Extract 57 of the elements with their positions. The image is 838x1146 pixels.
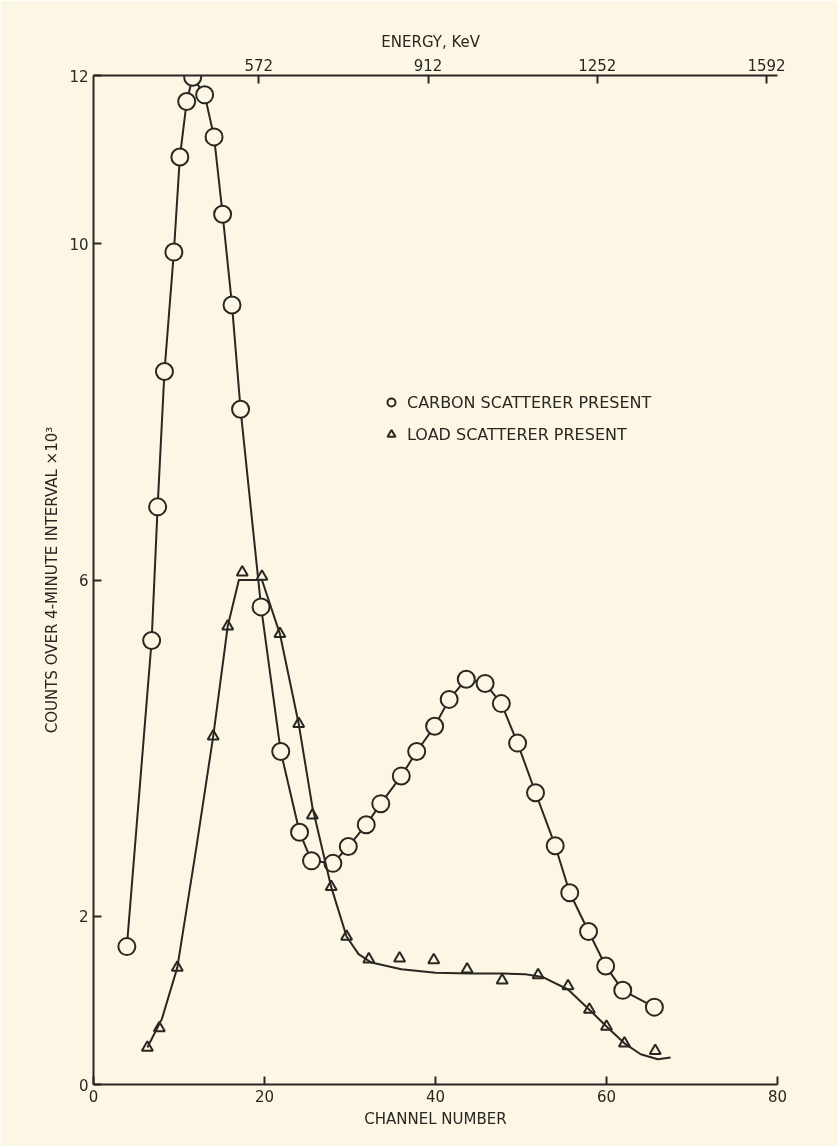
point — [177, 92, 197, 112]
point — [648, 1043, 662, 1056]
point — [195, 85, 215, 105]
x-tick-label: 80 — [767, 1087, 788, 1106]
point — [427, 952, 441, 965]
point — [251, 597, 271, 617]
point — [271, 742, 291, 762]
point — [439, 689, 459, 709]
point — [475, 673, 495, 693]
point — [526, 783, 546, 803]
y-tick-label: 2 — [78, 908, 89, 927]
x2-tick-label: 1592 — [747, 56, 786, 75]
point — [204, 127, 224, 147]
point — [235, 565, 249, 577]
point — [391, 766, 411, 786]
y-axis-title: COUNTS OVER 4-MINUTE INTERVAL ×10³ — [43, 426, 62, 734]
x-tick-label: 20 — [254, 1087, 275, 1106]
point — [323, 853, 343, 873]
y-tick-label: 10 — [69, 235, 89, 254]
point — [425, 716, 445, 736]
point — [456, 669, 476, 689]
x2-axis-title: ENERGY, KeV — [381, 32, 481, 51]
y-tick-label: 12 — [69, 67, 89, 86]
point — [213, 204, 233, 224]
x-tick-label: 60 — [596, 1087, 617, 1106]
point — [545, 836, 565, 856]
point — [407, 742, 427, 762]
point — [164, 242, 184, 262]
point — [170, 147, 190, 167]
x2-tick-label: 912 — [413, 56, 443, 75]
point — [356, 815, 376, 835]
x2-tick-label: 1252 — [578, 56, 617, 75]
y-tick-label: 6 — [78, 572, 89, 590]
point — [393, 951, 407, 963]
point — [290, 822, 310, 842]
point — [613, 980, 633, 1000]
point — [117, 937, 137, 957]
point — [302, 851, 322, 871]
x-tick-label: 40 — [425, 1087, 446, 1106]
x2-tick-label: 572 — [244, 56, 274, 75]
legend-label: LOAD SCATTERER PRESENT — [407, 424, 627, 444]
point — [148, 497, 168, 517]
point — [596, 956, 616, 976]
point — [222, 295, 242, 315]
point — [560, 883, 580, 903]
point — [491, 694, 511, 714]
point — [154, 361, 174, 381]
legend-label: CARBON SCATTERER PRESENT — [407, 392, 652, 412]
point — [579, 921, 599, 941]
point — [508, 733, 528, 753]
point — [338, 837, 358, 857]
point — [231, 399, 251, 419]
point — [371, 794, 391, 814]
x-axis-title: CHANNEL NUMBER — [364, 1109, 507, 1128]
point — [644, 997, 664, 1017]
point — [495, 972, 509, 985]
point — [142, 631, 162, 651]
